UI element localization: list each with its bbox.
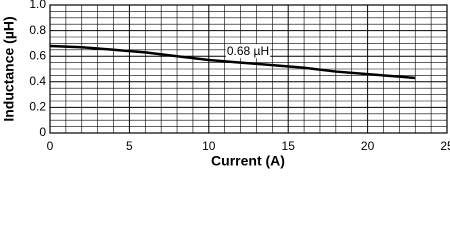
data-line bbox=[49, 44, 416, 80]
chart: Current (A) Inductance (µH) 0 5 10 15 20 25 0 0… bbox=[1, 0, 450, 169]
plot-frame bbox=[49, 4, 448, 134]
x-tick-label: 15 bbox=[282, 139, 296, 153]
annotation-background bbox=[225, 44, 271, 59]
y-axis-title: Inductance (µH) bbox=[1, 16, 17, 121]
x-axis-title: Current (A) bbox=[211, 153, 285, 169]
y-tick-label: 0 bbox=[39, 125, 46, 139]
y-tick-label: 0.6 bbox=[29, 48, 46, 62]
y-tick-label: 1.0 bbox=[29, 0, 46, 11]
x-tick-label: 0 bbox=[47, 139, 54, 153]
y-tick-label: 0.8 bbox=[29, 23, 46, 37]
x-tick-label: 10 bbox=[202, 139, 216, 153]
annotation: 0.68 µH bbox=[227, 44, 269, 58]
y-tick-label: 0.4 bbox=[29, 74, 46, 88]
y-tick-label: 0.2 bbox=[29, 100, 46, 114]
x-tick-label: 5 bbox=[126, 139, 133, 153]
x-tick-label: 20 bbox=[361, 139, 375, 153]
x-tick-label: 25 bbox=[440, 139, 450, 153]
